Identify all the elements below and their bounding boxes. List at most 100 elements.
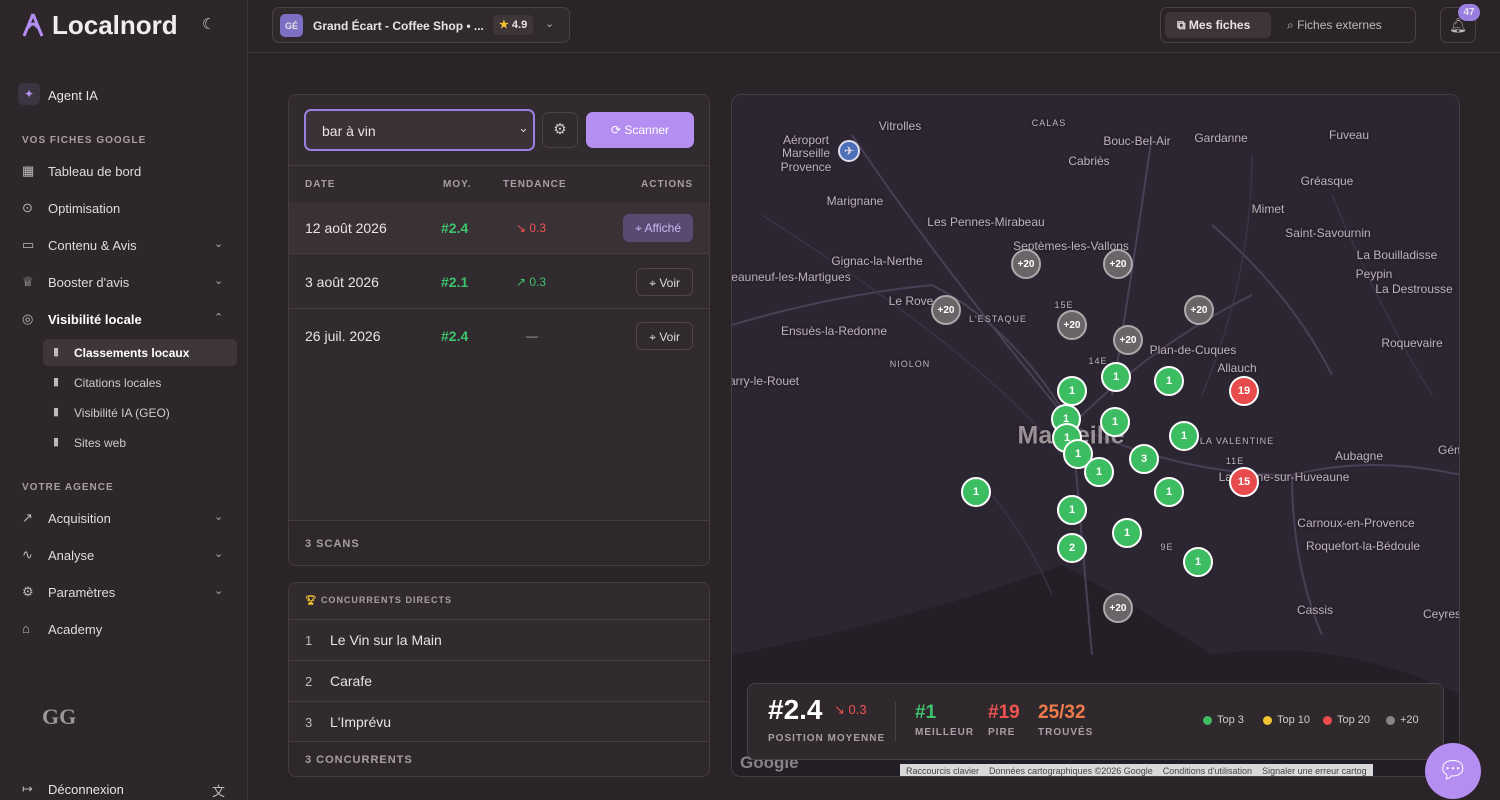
map-marker[interactable]: 1 — [1183, 547, 1213, 577]
chevron: ⌄ — [214, 238, 224, 250]
nav-item[interactable]: Booster d'avis — [48, 275, 130, 290]
competitors-count: 3 CONCURRENTS — [305, 754, 413, 766]
place-label: Marignane — [826, 194, 884, 208]
place-label: Mimet — [1251, 202, 1285, 216]
nav-item[interactable]: Contenu & Avis — [48, 238, 137, 253]
attribution-link[interactable]: Données cartographiques ©2026 Google — [989, 766, 1153, 776]
competitors-title-text: CONCURRENTS DIRECTS — [320, 595, 452, 605]
map-marker[interactable]: 1 — [1084, 457, 1114, 487]
nav-subitem[interactable]: Citations locales — [74, 376, 162, 390]
settings-button[interactable]: ⚙ — [542, 112, 578, 148]
row-action[interactable]: ⌖ Affiché — [623, 214, 693, 242]
business-selector[interactable]: GÉ Grand Écart - Coffee Shop • ... ★ 4.9… — [272, 7, 570, 43]
nav-item[interactable]: Tableau de bord — [48, 164, 142, 179]
nav-icon: ∿ — [22, 547, 33, 562]
scan-footer-bar: 3 SCANS — [289, 520, 709, 565]
scan-row[interactable]: 26 juil. 2026 #2.4 — ⌖ Voir — [289, 309, 709, 363]
attribution-link[interactable]: Conditions d'utilisation — [1162, 766, 1253, 776]
map-marker[interactable]: 2 — [1057, 533, 1087, 563]
map-marker[interactable]: 1 — [1100, 407, 1130, 437]
divider — [289, 165, 709, 166]
map-marker[interactable]: 1 — [1057, 495, 1087, 525]
nav-item[interactable]: Paramètres — [48, 585, 116, 600]
nav-item[interactable]: Optimisation — [48, 201, 121, 216]
map-marker[interactable]: +20 — [1057, 310, 1087, 340]
airport-icon: ✈ — [838, 140, 860, 162]
map-marker[interactable]: 1 — [1169, 421, 1199, 451]
map-marker[interactable]: +20 — [1103, 593, 1133, 623]
nav-icon: ✦ — [18, 83, 40, 105]
theme-toggle[interactable]: ☾ — [202, 16, 216, 33]
stats-bar: #2.4 ↘ 0.3 POSITION MOYENNE #1 MEILLEUR #19 PI… — [747, 683, 1444, 760]
tab[interactable]: ⌕ Fiches externes — [1287, 18, 1382, 32]
map-marker[interactable]: 1 — [1154, 477, 1184, 507]
nav-item[interactable]: Visibilité locale — [48, 312, 142, 327]
nav-icon: ▭ — [22, 237, 35, 252]
place-label: Marseille — [781, 146, 831, 160]
nav-section: VOS FICHES GOOGLE — [22, 135, 147, 146]
map-marker[interactable]: 1 — [961, 477, 991, 507]
tab-label: Mes fiches — [1188, 18, 1251, 32]
column-header: ACTIONS — [641, 179, 693, 190]
scan-row[interactable]: 12 août 2026 #2.4 ↘ 0.3 ⌖ Affiché — [289, 202, 709, 254]
chevron: ⌄ — [214, 511, 224, 523]
map-marker[interactable]: +20 — [931, 295, 961, 325]
stat-label: MEILLEUR — [915, 727, 975, 738]
stat-average: #2.4 — [768, 694, 823, 725]
row-action[interactable]: ⌖ Voir — [636, 268, 693, 296]
map-marker[interactable]: +20 — [1113, 325, 1143, 355]
scan-date: 26 juil. 2026 — [305, 328, 381, 344]
sidebar: Localnord ☾ ✦ Agent IA VOS FICHES GOOGLE ▦ T… — [0, 0, 248, 800]
attribution-link[interactable]: Signaler une erreur cartog — [1262, 766, 1367, 776]
logout[interactable]: Déconnexion — [48, 782, 124, 797]
rating: ★ 4.9 — [493, 15, 534, 35]
place-label: Roquevaire — [1381, 336, 1443, 350]
business-initials: GÉ — [280, 14, 303, 37]
nav-item[interactable]: Agent IA — [48, 88, 98, 103]
map-marker[interactable]: +20 — [1184, 295, 1214, 325]
attribution-link[interactable]: Raccourcis clavier — [906, 766, 980, 776]
map-marker[interactable]: 1 — [1112, 518, 1142, 548]
map[interactable]: ✈ Raccourcis clavier Données cartographiq… — [731, 94, 1460, 777]
action-label: Voir — [659, 276, 680, 290]
tab-label: Fiches externes — [1297, 18, 1382, 32]
nav-active-bg — [43, 339, 237, 366]
map-marker[interactable]: 15 — [1229, 467, 1259, 497]
row-action[interactable]: ⌖ Voir — [636, 322, 693, 350]
place-label: eauneuf-les-Martigues — [731, 270, 851, 284]
map-marker[interactable]: 3 — [1129, 444, 1159, 474]
place-label: 14E — [1088, 356, 1108, 366]
nav-item[interactable]: Acquisition — [48, 511, 111, 526]
nav-subitem[interactable]: Visibilité IA (GEO) — [74, 406, 170, 420]
scan-average: #2.1 — [441, 274, 469, 290]
brand-icon — [22, 13, 44, 37]
place-label: Provence — [780, 160, 832, 174]
competitor-rank: 1 — [305, 633, 313, 648]
scan-button[interactable]: ⟳ Scanner — [586, 112, 694, 148]
map-marker[interactable]: 1 — [1154, 366, 1184, 396]
tab[interactable]: ⧉ Mes fiches — [1177, 18, 1251, 32]
nav-item[interactable]: Academy — [48, 622, 103, 637]
place-label: Gardanne — [1194, 131, 1248, 145]
nav-subitem[interactable]: Classements locaux — [74, 346, 190, 360]
map-marker[interactable]: 1 — [1101, 362, 1131, 392]
logout-icon: ↦ — [22, 781, 33, 796]
stat-label: TROUVÉS — [1038, 727, 1094, 738]
map-marker[interactable]: 1 — [1057, 376, 1087, 406]
keyword-select[interactable]: bar à vin ⌄ — [304, 109, 535, 151]
scan-row[interactable]: 3 août 2026 #2.1 ↗ 0.3 ⌖ Voir — [289, 255, 709, 309]
nav-icon: ▮ — [53, 346, 60, 358]
map-marker[interactable]: +20 — [1103, 249, 1133, 279]
legend-swatch — [1386, 716, 1395, 725]
map-marker[interactable]: 19 — [1229, 376, 1259, 406]
tabs: ⧉ Mes fiches ⌕ Fiches externes — [1160, 7, 1416, 43]
chat-button[interactable]: 💬︎ — [1425, 743, 1481, 799]
place-label: Saint-Savournin — [1285, 226, 1371, 240]
map-marker[interactable]: +20 — [1011, 249, 1041, 279]
legend-label: Top 10 — [1277, 714, 1311, 726]
nav-subitem[interactable]: Sites web — [74, 436, 127, 450]
nav-item[interactable]: Analyse — [48, 548, 95, 563]
place-label: Cabriès — [1068, 154, 1110, 168]
scan-date: 3 août 2026 — [305, 274, 379, 290]
